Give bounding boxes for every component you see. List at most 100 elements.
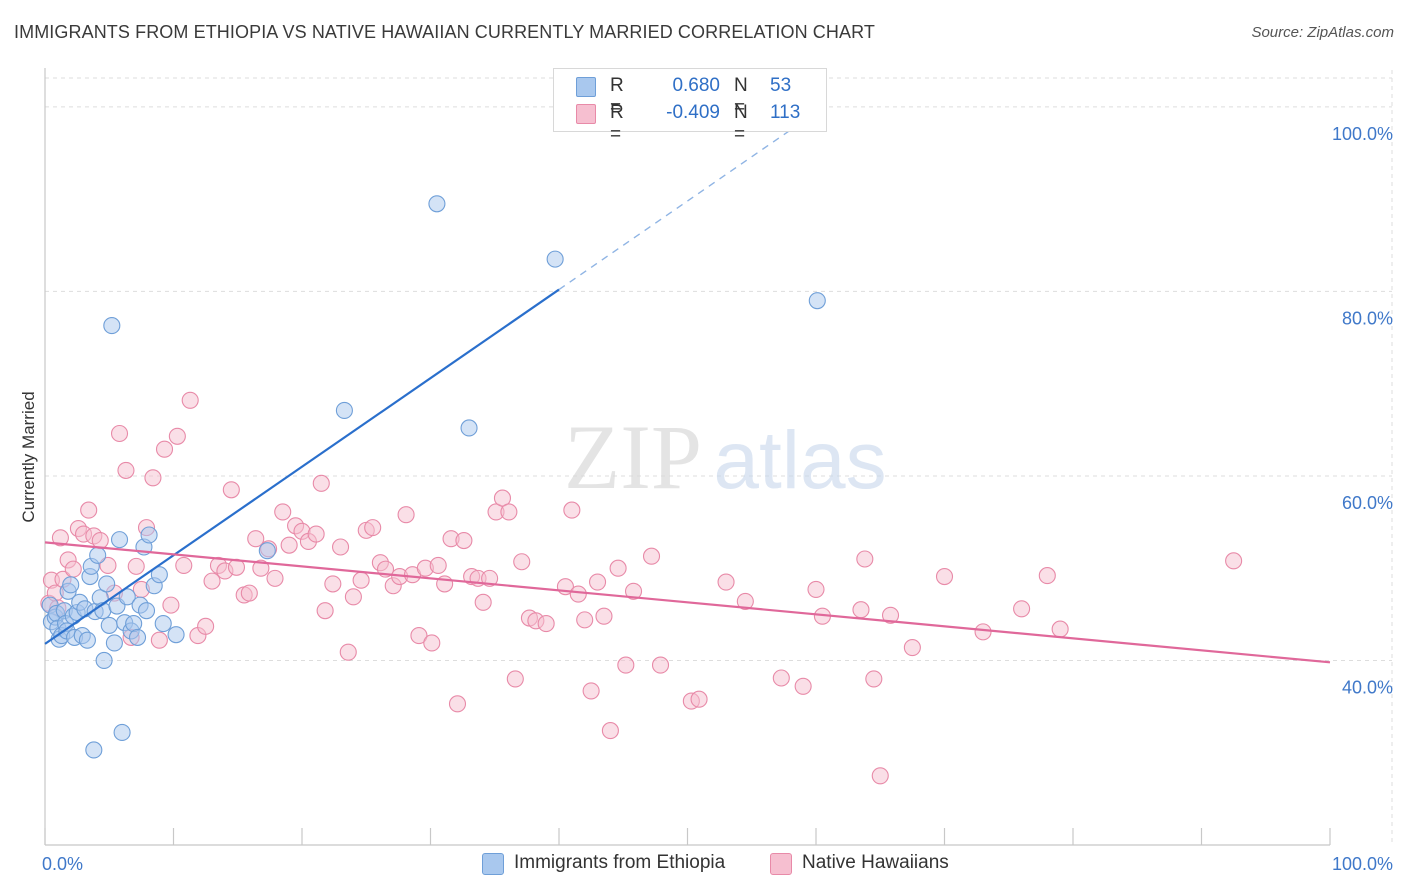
point-native-hawaiians xyxy=(690,690,708,708)
point-native-hawaiians xyxy=(203,572,221,590)
y-tick-label: 80.0% xyxy=(1342,308,1393,328)
point-immigrants-from-ethiopia xyxy=(167,626,185,644)
point-native-hawaiians xyxy=(651,656,670,674)
point-native-hawaiians xyxy=(588,573,607,591)
point-immigrants-from-ethiopia xyxy=(428,195,446,213)
point-native-hawaiians xyxy=(110,424,129,443)
point-native-hawaiians xyxy=(252,559,270,577)
point-native-hawaiians xyxy=(324,575,342,593)
point-immigrants-from-ethiopia xyxy=(62,576,80,594)
point-native-hawaiians xyxy=(537,615,555,633)
point-native-hawaiians xyxy=(1225,552,1243,570)
point-native-hawaiians xyxy=(240,584,258,602)
legend-r-value: -0.409 xyxy=(666,102,720,123)
point-native-hawaiians xyxy=(617,656,635,674)
point-native-hawaiians xyxy=(455,531,473,550)
bottom-legend-label: Immigrants from Ethiopia xyxy=(514,852,726,873)
point-immigrants-from-ethiopia xyxy=(140,526,158,544)
point-native-hawaiians xyxy=(794,677,812,695)
point-native-hawaiians xyxy=(448,695,467,713)
point-native-hawaiians xyxy=(582,682,600,700)
point-native-hawaiians xyxy=(871,767,889,785)
tick-labels: 40.0% 60.0% 80.0% 100.0% 0.0% 100.0% xyxy=(42,124,1393,874)
legend-r-label: R = xyxy=(610,75,624,118)
point-immigrants-from-ethiopia xyxy=(808,292,826,310)
point-native-hawaiians xyxy=(1013,600,1031,618)
point-native-hawaiians xyxy=(569,585,587,603)
point-native-hawaiians xyxy=(397,506,415,524)
point-native-hawaiians xyxy=(1038,567,1056,585)
point-immigrants-from-ethiopia xyxy=(98,575,116,593)
point-native-hawaiians xyxy=(974,623,992,641)
watermark-zip: ZIP xyxy=(564,406,702,508)
x-tick-label-max: 100.0% xyxy=(1332,854,1393,874)
point-native-hawaiians xyxy=(127,557,145,575)
point-native-hawaiians xyxy=(222,481,240,499)
source-label: Source: ZipAtlas.com xyxy=(1251,24,1394,41)
legend-n-value: 113 xyxy=(770,102,801,123)
point-native-hawaiians xyxy=(506,670,524,688)
point-native-hawaiians xyxy=(935,567,954,586)
y-axis-label: Currently Married xyxy=(19,391,38,522)
point-immigrants-from-ethiopia xyxy=(154,615,172,633)
point-native-hawaiians xyxy=(352,571,370,589)
point-immigrants-from-ethiopia xyxy=(85,741,103,759)
point-native-hawaiians xyxy=(865,670,883,688)
x-tick-label-min: 0.0% xyxy=(42,854,83,874)
bottom-legend-label: Native Hawaiians xyxy=(802,852,949,873)
point-immigrants-from-ethiopia xyxy=(105,634,123,652)
point-native-hawaiians xyxy=(150,631,168,649)
point-immigrants-from-ethiopia xyxy=(546,250,564,268)
bottom-legend-swatch-pink xyxy=(770,853,792,875)
trend-line-ethiopia-extension xyxy=(558,111,817,291)
axes xyxy=(44,68,1331,846)
legend-r-value: 0.680 xyxy=(672,75,720,96)
point-native-hawaiians xyxy=(307,525,325,543)
point-native-hawaiians xyxy=(642,547,661,565)
point-native-hawaiians xyxy=(903,639,921,657)
point-native-hawaiians xyxy=(609,559,627,577)
point-native-hawaiians xyxy=(312,474,330,492)
watermark-atlas: atlas xyxy=(713,415,886,506)
y-tick-label: 100.0% xyxy=(1332,124,1393,144)
point-immigrants-from-ethiopia xyxy=(150,566,168,584)
point-native-hawaiians xyxy=(500,503,518,521)
point-native-hawaiians xyxy=(155,440,174,458)
point-native-hawaiians xyxy=(117,461,135,479)
point-native-hawaiians xyxy=(316,602,334,620)
trend-line-hawaiians xyxy=(44,541,1331,664)
point-native-hawaiians xyxy=(852,601,870,619)
point-native-hawaiians xyxy=(197,617,215,635)
point-native-hawaiians xyxy=(266,569,284,587)
point-native-hawaiians xyxy=(175,556,193,574)
point-immigrants-from-ethiopia xyxy=(258,542,276,560)
gridlines xyxy=(45,70,1393,845)
point-immigrants-from-ethiopia xyxy=(95,651,113,670)
point-native-hawaiians xyxy=(576,611,594,629)
point-native-hawaiians xyxy=(624,582,643,600)
point-native-hawaiians xyxy=(513,553,531,571)
point-native-hawaiians xyxy=(162,596,180,614)
point-native-hawaiians xyxy=(493,489,512,507)
point-native-hawaiians xyxy=(601,722,619,740)
point-native-hawaiians xyxy=(331,538,350,556)
point-native-hawaiians xyxy=(64,560,82,578)
point-native-hawaiians xyxy=(881,606,900,624)
point-immigrants-from-ethiopia xyxy=(100,616,118,634)
point-immigrants-from-ethiopia xyxy=(128,628,147,646)
point-immigrants-from-ethiopia xyxy=(78,631,96,649)
point-native-hawaiians xyxy=(280,536,298,554)
point-native-hawaiians xyxy=(1051,620,1069,638)
point-native-hawaiians xyxy=(80,501,98,519)
point-native-hawaiians xyxy=(99,556,117,574)
point-immigrants-from-ethiopia xyxy=(460,419,478,437)
point-native-hawaiians xyxy=(364,519,382,537)
point-immigrants-from-ethiopia xyxy=(89,546,107,564)
legend-n-value: 53 xyxy=(770,75,792,96)
y-tick-label: 60.0% xyxy=(1342,493,1393,513)
point-native-hawaiians xyxy=(563,501,581,519)
correlation-legend: R = 0.680 N = 53 R = -0.409 N = 113 xyxy=(553,68,827,145)
legend-swatch-pink xyxy=(576,104,596,124)
point-native-hawaiians xyxy=(274,503,292,521)
